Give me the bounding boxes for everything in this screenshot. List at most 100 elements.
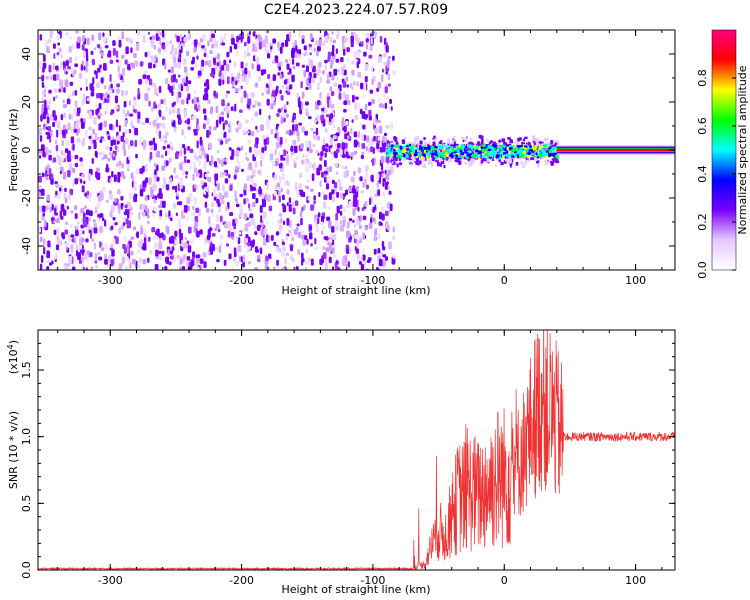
- spectrogram-noise-cell: [303, 45, 307, 51]
- spectrogram-signal-cell: [515, 161, 519, 166]
- spectrogram-noise-cell: [143, 235, 147, 244]
- spectrogram-core-cell: [468, 150, 472, 154]
- spectrogram-noise-cell: [280, 95, 284, 101]
- spectrogram-noise-cell: [364, 165, 369, 173]
- spectrogram-noise-cell: [85, 66, 89, 73]
- spectrogram-noise-cell: [273, 241, 277, 246]
- spectrogram-noise-cell: [153, 242, 158, 250]
- spectrogram-signal-cell: [522, 163, 526, 169]
- spectrogram-noise-cell: [165, 106, 168, 112]
- spectrogram-noise-cell: [353, 31, 357, 37]
- spectrogram-noise-cell: [152, 63, 156, 69]
- spectrogram-signal-cell: [482, 157, 486, 162]
- spectrogram-noise-cell: [320, 107, 325, 112]
- spectrogram-noise-cell: [103, 154, 108, 160]
- spectrogram-noise-cell: [125, 208, 128, 213]
- spectrogram-noise-cell: [58, 127, 62, 136]
- spectrogram-noise-cell: [211, 43, 215, 49]
- spectrogram-noise-cell: [324, 59, 328, 64]
- spectrogram-noise-cell: [38, 175, 42, 183]
- spectrogram-noise-cell: [196, 230, 200, 238]
- spectrogram-noise-cell: [310, 204, 314, 211]
- spectrogram-noise-cell: [165, 212, 168, 218]
- spectrogram-noise-cell: [322, 40, 326, 47]
- spectrogram-x-tick-label: -100: [360, 274, 385, 287]
- spectrogram-noise-cell: [197, 41, 202, 47]
- spectrogram-noise-cell: [179, 185, 183, 190]
- spectrogram-noise-cell: [60, 61, 63, 68]
- spectrogram-noise-cell: [121, 256, 125, 265]
- spectrogram-noise-cell: [139, 204, 143, 210]
- spectrogram-noise-cell: [245, 78, 249, 85]
- spectrogram-noise-cell: [211, 233, 216, 237]
- spectrogram-noise-cell: [124, 204, 128, 209]
- spectrogram-noise-cell: [369, 89, 374, 94]
- spectrogram-noise-cell: [296, 223, 300, 227]
- spectrogram-noise-cell: [316, 50, 319, 57]
- spectrogram-noise-cell: [287, 71, 290, 75]
- spectrogram-noise-cell: [117, 203, 121, 210]
- spectrogram-noise-cell: [365, 43, 369, 50]
- spectrogram-noise-cell: [334, 188, 338, 194]
- spectrogram-noise-cell: [325, 35, 329, 44]
- spectrogram-noise-cell: [302, 191, 306, 198]
- spectrogram-noise-cell: [46, 148, 49, 156]
- spectrogram-noise-cell: [300, 252, 304, 259]
- spectrogram-noise-cell: [379, 35, 383, 43]
- spectrogram-noise-cell: [340, 192, 344, 199]
- spectrogram-noise-cell: [133, 96, 137, 101]
- colorbar-tick-label: 0.2: [696, 213, 709, 231]
- spectrogram-noise-cell: [376, 87, 380, 92]
- spectrogram-noise-cell: [247, 139, 251, 145]
- spectrogram-noise-cell: [232, 105, 235, 112]
- spectrogram-noise-cell: [55, 144, 59, 152]
- spectrogram-noise-cell: [46, 250, 51, 259]
- spectrogram-noise-cell: [160, 232, 164, 238]
- spectrogram-noise-cell: [57, 154, 61, 163]
- spectrogram-signal-cell: [428, 159, 432, 164]
- spectrogram-noise-cell: [142, 74, 147, 80]
- spectrogram-noise-cell: [82, 51, 86, 59]
- spectrogram-noise-cell: [122, 205, 125, 213]
- spectrogram-noise-cell: [356, 50, 360, 58]
- spectrogram-signal-cell: [555, 160, 560, 164]
- spectrogram-core-cell: [485, 152, 489, 157]
- spectrogram-noise-cell: [236, 157, 239, 165]
- spectrogram-noise-cell: [228, 253, 232, 260]
- spectrogram-noise-cell: [56, 73, 60, 81]
- spectrogram-noise-cell: [355, 186, 360, 190]
- spectrogram-noise-cell: [316, 68, 320, 77]
- spectrogram-signal-cell: [458, 160, 462, 166]
- spectrogram-noise-cell: [359, 176, 363, 182]
- spectrogram-noise-cell: [319, 76, 322, 84]
- spectrogram-noise-cell: [206, 234, 210, 241]
- spectrogram-noise-cell: [230, 231, 234, 238]
- spectrogram-noise-cell: [313, 162, 316, 170]
- spectrogram-noise-cell: [301, 102, 304, 111]
- spectrogram-noise-cell: [309, 188, 314, 192]
- spectrogram-noise-cell: [351, 60, 355, 65]
- spectrogram-core-cell: [515, 146, 519, 150]
- spectrogram-noise-cell: [236, 42, 240, 50]
- spectrogram-noise-cell: [177, 183, 181, 192]
- spectrogram-noise-cell: [123, 246, 127, 254]
- spectrogram-noise-cell: [242, 129, 246, 133]
- spectrogram-noise-cell: [43, 238, 46, 246]
- spectrogram-noise-cell: [374, 127, 378, 135]
- spectrogram-noise-cell: [219, 234, 224, 240]
- spectrogram-noise-cell: [93, 141, 97, 150]
- spectrogram-noise-cell: [169, 255, 174, 260]
- spectrogram-noise-cell: [355, 248, 360, 255]
- spectrogram-noise-cell: [204, 173, 209, 178]
- spectrogram-noise-cell: [80, 207, 85, 214]
- spectrogram-noise-cell: [300, 143, 304, 149]
- spectrogram-noise-cell: [186, 216, 189, 222]
- spectrogram-noise-cell: [364, 201, 368, 208]
- spectrogram-noise-cell: [362, 254, 366, 261]
- spectrogram-noise-cell: [128, 144, 131, 150]
- spectrogram-noise-cell: [266, 234, 269, 243]
- spectrogram-noise-cell: [377, 81, 382, 89]
- spectrogram-noise-cell: [315, 105, 319, 110]
- spectrogram-noise-cell: [163, 176, 166, 185]
- spectrogram-noise-cell: [256, 64, 261, 72]
